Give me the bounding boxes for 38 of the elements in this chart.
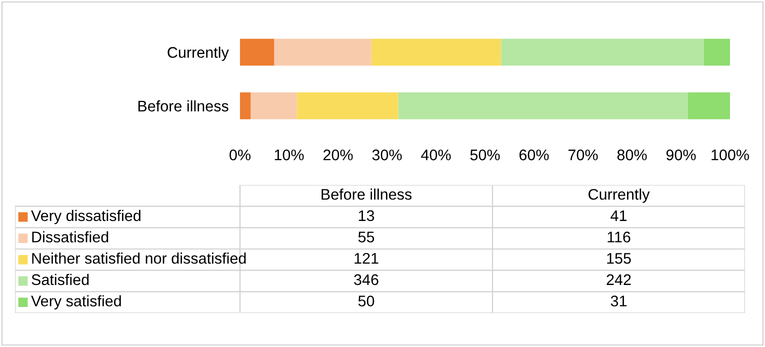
legend-label: Very satisfied [31,295,121,310]
x-tick-label: 10% [274,150,304,160]
bar [296,92,398,120]
text: 116 [608,232,630,242]
x-tick-label: 60% [519,150,549,160]
bar [274,38,372,66]
text: 155 [607,253,631,264]
text: 346 [354,274,378,286]
bar [240,92,251,120]
text: 242 [606,274,631,285]
legend-label: Dissatisfied [32,231,108,242]
text: 50 [358,296,374,306]
bar [398,92,688,120]
x-tick-label: 80% [617,150,647,160]
bar [688,92,730,120]
text: 41 [610,210,626,221]
x-tick-label: 30% [372,150,402,160]
bar [371,38,502,66]
legend-label: Neither satisfied nor dissatisfied [32,252,246,264]
text: 121 [354,252,378,264]
x-tick-label: 50% [470,150,500,160]
bar [704,38,730,66]
text: 31 [610,296,626,306]
bar [501,38,704,66]
x-tick-label: 40% [421,150,451,160]
legend-label: Satisfied [32,274,89,286]
bar [240,38,274,66]
x-tick-label: 90% [666,150,696,160]
x-tick-label: 100% [712,150,749,160]
text: 55 [358,232,374,242]
x-tick-label: 70% [568,150,598,160]
category-label: Currently [588,188,650,203]
x-tick-label: 20% [323,150,353,160]
legend-label: Very dissatisfied [31,210,140,224]
category-label: Before illness [322,188,412,200]
x-tick-label: 0% [230,150,250,160]
bar [250,92,297,120]
text: 13 [358,210,374,222]
